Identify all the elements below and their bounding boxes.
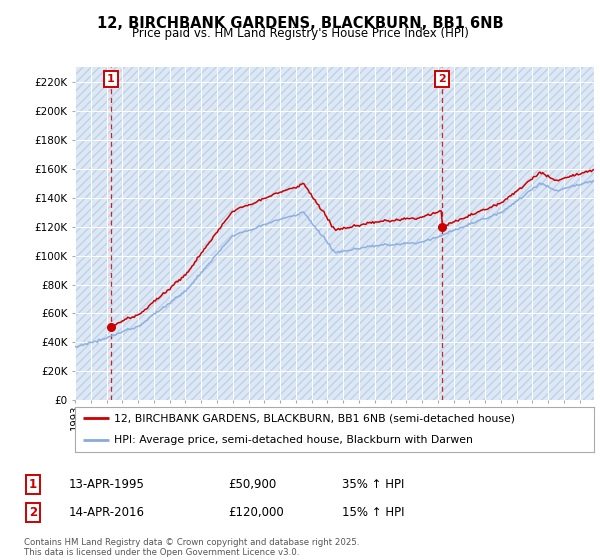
Text: £50,900: £50,900 (228, 478, 276, 491)
Text: £120,000: £120,000 (228, 506, 284, 519)
Text: 12, BIRCHBANK GARDENS, BLACKBURN, BB1 6NB: 12, BIRCHBANK GARDENS, BLACKBURN, BB1 6N… (97, 16, 503, 31)
Text: Price paid vs. HM Land Registry's House Price Index (HPI): Price paid vs. HM Land Registry's House … (131, 27, 469, 40)
Text: 1: 1 (107, 74, 115, 84)
Text: 35% ↑ HPI: 35% ↑ HPI (342, 478, 404, 491)
Text: Contains HM Land Registry data © Crown copyright and database right 2025.
This d: Contains HM Land Registry data © Crown c… (24, 538, 359, 557)
Text: 2: 2 (439, 74, 446, 84)
Text: 2: 2 (29, 506, 37, 519)
Text: 15% ↑ HPI: 15% ↑ HPI (342, 506, 404, 519)
Text: 13-APR-1995: 13-APR-1995 (69, 478, 145, 491)
Text: 1: 1 (29, 478, 37, 491)
Text: HPI: Average price, semi-detached house, Blackburn with Darwen: HPI: Average price, semi-detached house,… (114, 435, 473, 445)
Text: 12, BIRCHBANK GARDENS, BLACKBURN, BB1 6NB (semi-detached house): 12, BIRCHBANK GARDENS, BLACKBURN, BB1 6N… (114, 413, 515, 423)
Text: 14-APR-2016: 14-APR-2016 (69, 506, 145, 519)
